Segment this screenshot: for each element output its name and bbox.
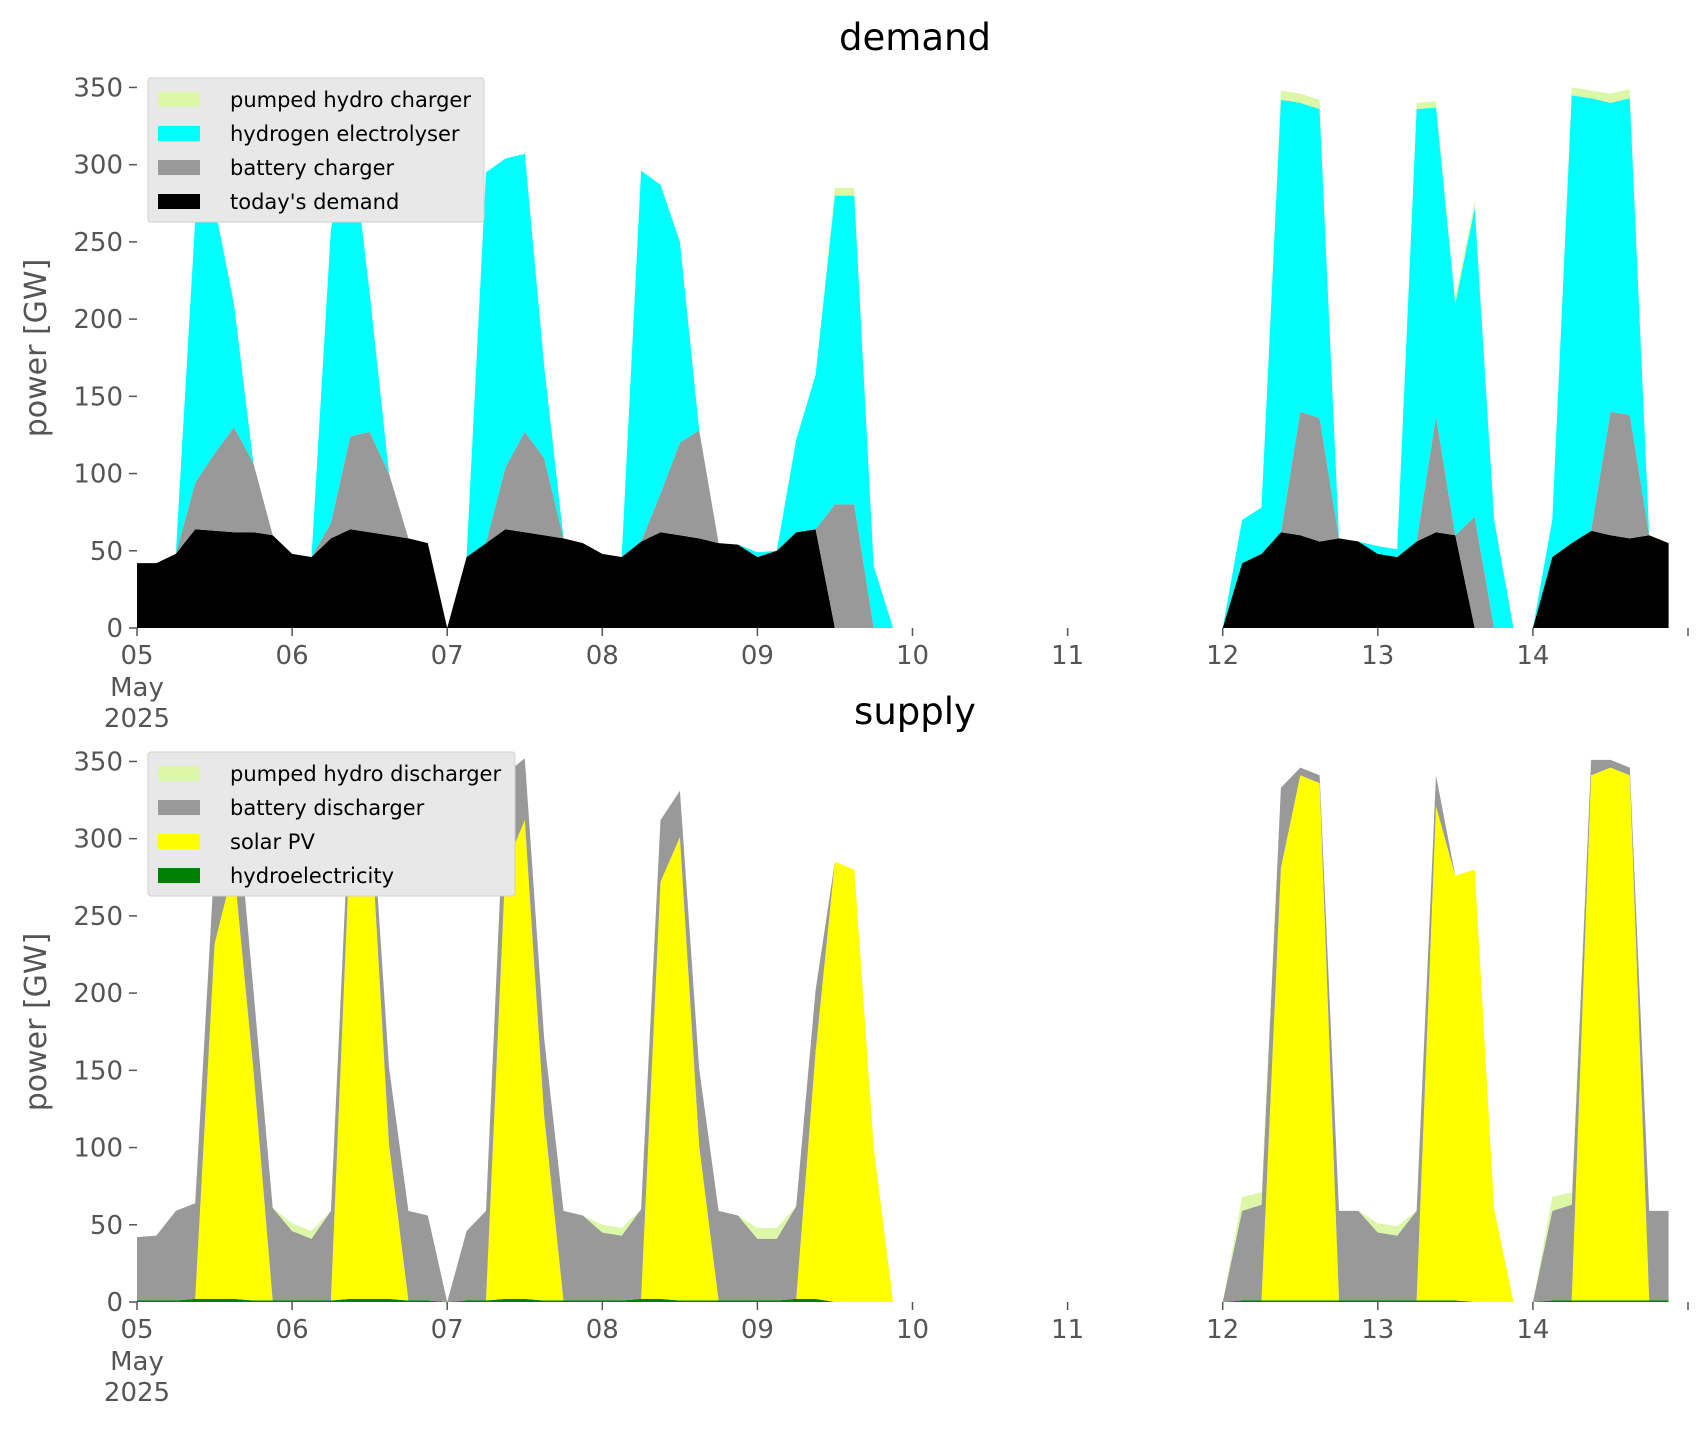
demand-y-tick-label: 250 xyxy=(73,228,123,258)
supply-y-tick-label: 100 xyxy=(73,1134,123,1164)
demand-x-tick-label: 08 xyxy=(586,641,619,671)
supply-y-tick-label: 350 xyxy=(73,747,123,777)
supply-legend: pumped hydro discharger battery discharge… xyxy=(147,751,516,897)
demand-y-axis-label: power [GW] xyxy=(19,259,54,438)
supply-x-tick-label: 10 xyxy=(896,1315,929,1345)
supply-legend-label-pumped-hydro-discharger: pumped hydro discharger xyxy=(230,762,501,786)
supply-area-hydroelectricity-seg-0 xyxy=(137,1298,894,1302)
supply-x-tick-label: 12 xyxy=(1206,1315,1239,1345)
supply-legend-label-hydroelectricity: hydroelectricity xyxy=(230,864,394,888)
demand-x-sublabel: May xyxy=(110,673,164,703)
demand-x-tick-label: 14 xyxy=(1516,641,1549,671)
supply-x-tick-label: 07 xyxy=(431,1315,464,1345)
demand-x-sublabel: 2025 xyxy=(104,704,170,734)
demand-legend-label-hydrogen-electrolyser: hydrogen electrolyser xyxy=(230,122,460,146)
supply-legend-label-battery-discharger: battery discharger xyxy=(230,796,425,820)
supply-y-tick-label: 250 xyxy=(73,902,123,932)
supply-legend-swatch-solar-pv xyxy=(158,834,200,849)
supply-legend-box xyxy=(147,751,516,897)
demand-legend-swatch-pumped-hydro-charger xyxy=(158,92,200,107)
demand-area-today-s-demand-seg-1 xyxy=(1222,530,1669,628)
supply-y-tick-label: 0 xyxy=(106,1288,123,1318)
demand-x-tick-label: 05 xyxy=(120,641,153,671)
demand-area-battery-charger-seg-1 xyxy=(1222,411,1669,628)
demand-x-tick-label: 07 xyxy=(431,641,464,671)
demand-y-tick-label: 300 xyxy=(73,151,123,181)
demand-chart-title: demand xyxy=(839,16,991,59)
demand-area-hydrogen-electrolyser-seg-0 xyxy=(137,127,894,628)
supply-y-tick-label: 200 xyxy=(73,979,123,1009)
supply-area-battery-discharger-seg-1 xyxy=(1222,759,1669,1302)
supply-area-solar-pv-seg-0 xyxy=(137,804,894,1302)
supply-x-tick-label: 08 xyxy=(586,1315,619,1345)
demand-y-tick-label: 200 xyxy=(73,305,123,335)
demand-legend-swatch-hydrogen-electrolyser xyxy=(158,126,200,141)
demand-x-tick-label: 10 xyxy=(896,641,929,671)
demand-panel: demand power [GW] 050100150200250300350 … xyxy=(19,16,1689,734)
demand-legend-label-pumped-hydro-charger: pumped hydro charger xyxy=(230,88,471,112)
supply-area-battery-discharger-seg-0 xyxy=(137,758,894,1302)
supply-legend-label-solar-pv: solar PV xyxy=(230,830,315,854)
supply-x-tick-label: 13 xyxy=(1361,1315,1394,1345)
demand-legend-box xyxy=(147,77,485,223)
supply-x-tick-label: 06 xyxy=(276,1315,309,1345)
demand-y-tick-label: 100 xyxy=(73,460,123,490)
supply-y-axis: 0 50 100 150 200 250 300 350 xyxy=(73,747,137,1318)
demand-y-tick-label: 50 xyxy=(90,537,123,567)
supply-area-hydroelectricity-seg-1 xyxy=(1222,1300,1669,1302)
supply-legend-swatch-battery-discharger xyxy=(158,800,200,815)
supply-y-tick-label: 50 xyxy=(90,1211,123,1241)
demand-y-tick-label: 350 xyxy=(73,73,123,103)
supply-area-solar-pv-seg-1 xyxy=(1222,767,1669,1302)
supply-areas xyxy=(137,758,1669,1302)
supply-x-tick-label: 09 xyxy=(741,1315,774,1345)
supply-legend-swatch-hydroelectricity xyxy=(158,868,200,883)
demand-y-axis: 0 50 100 150 200 250 300 350 xyxy=(73,73,137,644)
supply-legend-swatch-pumped-hydro-discharger xyxy=(158,766,200,781)
demand-area-battery-charger-seg-0 xyxy=(137,427,894,628)
demand-x-tick-label: 13 xyxy=(1361,641,1394,671)
demand-x-tick-label: 06 xyxy=(276,641,309,671)
demand-legend-label-today-s-demand: today's demand xyxy=(230,190,399,214)
supply-x-tick-label: 05 xyxy=(120,1315,153,1345)
supply-x-tick-label: 11 xyxy=(1051,1315,1084,1345)
demand-legend-swatch-battery-charger xyxy=(158,160,200,175)
supply-chart-title: supply xyxy=(854,690,976,733)
demand-legend-swatch-today-s-demand xyxy=(158,194,200,209)
supply-y-axis-label: power [GW] xyxy=(19,933,54,1112)
supply-y-tick-label: 150 xyxy=(73,1056,123,1086)
demand-x-tick-label: 11 xyxy=(1051,641,1084,671)
supply-panel: supply power [GW] 050100150200250300350 … xyxy=(19,690,1689,1408)
demand-x-tick-label: 09 xyxy=(741,641,774,671)
demand-x-tick-label: 12 xyxy=(1206,641,1239,671)
supply-x-sublabel: May xyxy=(110,1347,164,1377)
demand-area-hydrogen-electrolyser-seg-1 xyxy=(1222,95,1669,628)
demand-y-tick-label: 0 xyxy=(106,614,123,644)
supply-x-sublabel: 2025 xyxy=(104,1378,170,1408)
demand-legend-label-battery-charger: battery charger xyxy=(230,156,395,180)
supply-y-tick-label: 300 xyxy=(73,825,123,855)
demand-legend: pumped hydro charger hydrogen electrolyse… xyxy=(147,77,485,223)
demand-y-tick-label: 150 xyxy=(73,382,123,412)
demand-areas xyxy=(137,87,1669,628)
demand-area-today-s-demand-seg-0 xyxy=(137,529,894,628)
supply-x-tick-label: 14 xyxy=(1516,1315,1549,1345)
